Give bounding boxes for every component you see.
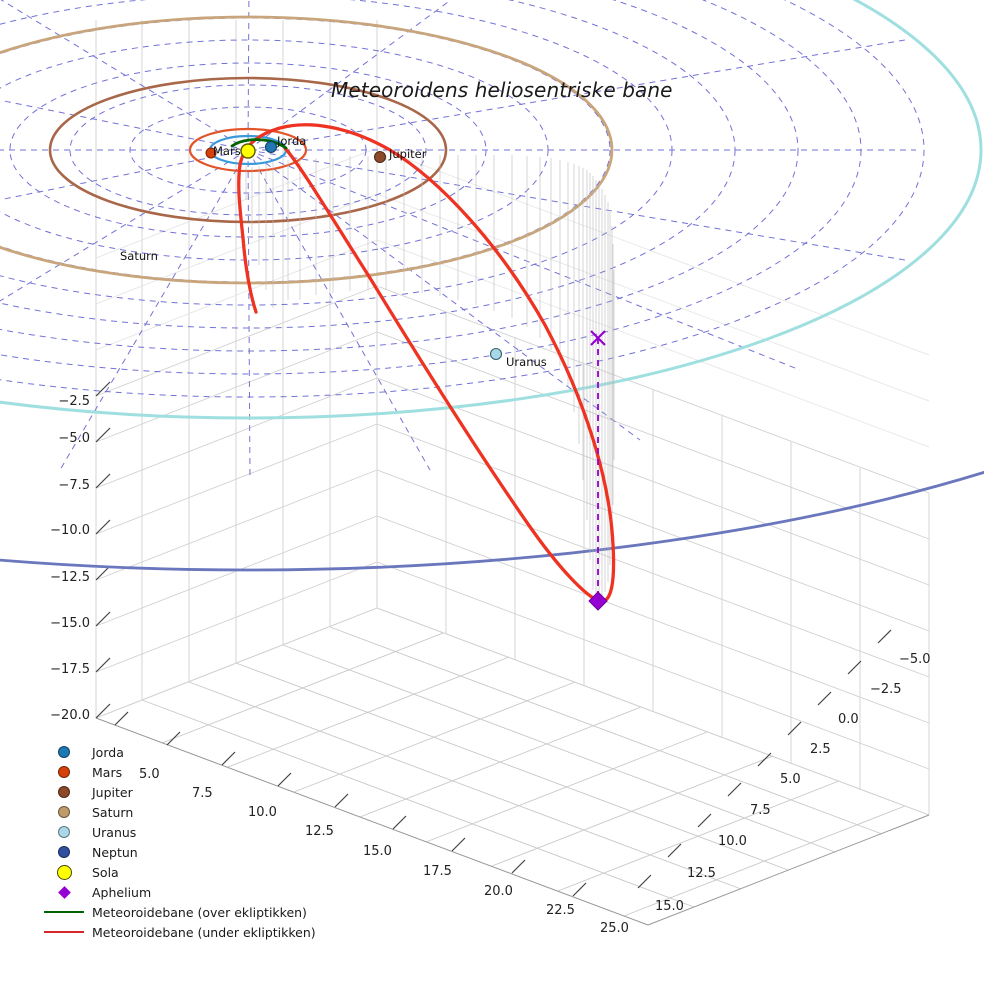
aphelion-dropline-group xyxy=(588,330,608,611)
orbit-uranus xyxy=(0,0,983,420)
aphelion-x-icon xyxy=(590,330,606,346)
y-tick-label: −2.5 xyxy=(870,682,902,697)
circle-marker-icon xyxy=(36,806,92,818)
x-tick-label: 5.0 xyxy=(139,767,160,782)
z-tick-label: −20.0 xyxy=(50,708,90,723)
meteoroid-track-above-ecliptic xyxy=(230,138,288,150)
y-tick-label: 5.0 xyxy=(780,772,801,787)
legend-item[interactable]: Uranus xyxy=(36,822,316,842)
legend-item[interactable]: Sola xyxy=(36,862,316,882)
upper-wall-grid xyxy=(95,147,930,448)
x-tick-label: 25.0 xyxy=(600,921,629,936)
legend-item[interactable]: Mars xyxy=(36,762,316,782)
z-tick-label: −12.5 xyxy=(50,570,90,585)
marker-jorda xyxy=(265,141,277,153)
z-tick-label: −10.0 xyxy=(50,523,90,538)
y-tick-label: 0.0 xyxy=(838,712,859,727)
marker-sola xyxy=(240,143,256,159)
legend-item-label: Meteoroidebane (under ekliptikken) xyxy=(92,924,316,940)
legend-item-label: Saturn xyxy=(92,804,134,820)
diamond-marker-icon xyxy=(36,885,92,899)
aphelion-diamond-marker xyxy=(588,591,608,611)
legend-item[interactable]: Jupiter xyxy=(36,782,316,802)
x-tick-label: 17.5 xyxy=(423,864,452,879)
left-wall-grid xyxy=(95,20,378,719)
marker-uranus xyxy=(489,347,503,361)
legend-item-label: Sola xyxy=(92,864,119,880)
legend-item[interactable]: Neptun xyxy=(36,842,316,862)
y-axis-ticks xyxy=(637,629,892,889)
circle-marker-icon xyxy=(36,826,92,838)
z-tick-label: −5.0 xyxy=(58,431,90,446)
legend-item[interactable]: Jorda xyxy=(36,742,316,762)
line-swatch-icon xyxy=(36,911,92,913)
ecliptic-polar-grid xyxy=(0,0,925,481)
right-wall-grid xyxy=(376,285,930,816)
x-tick-label: 10.0 xyxy=(248,805,277,820)
circle-marker-icon xyxy=(36,766,92,778)
legend-item[interactable]: Meteoroidebane (under ekliptikken) xyxy=(36,922,316,942)
x-tick-label: 7.5 xyxy=(192,786,213,801)
x-tick-label: 15.0 xyxy=(363,844,392,859)
legend-item-label: Meteoroidebane (over ekliptikken) xyxy=(92,904,307,920)
y-tick-label: 15.0 xyxy=(655,899,684,914)
meteoroid-track-below-ecliptic-branch xyxy=(241,236,258,314)
marker-mars xyxy=(205,147,217,159)
planet-label-saturn: Saturn xyxy=(120,249,158,263)
planet-label-uranus: Uranus xyxy=(506,355,547,369)
x-tick-label: 20.0 xyxy=(484,884,513,899)
legend-item-label: Jorda xyxy=(92,744,124,760)
orbit-jupiter xyxy=(48,76,448,224)
planet-label-mars: Mars xyxy=(213,144,241,158)
x-axis-ticks xyxy=(114,711,587,897)
axis-spines xyxy=(95,717,930,926)
z-tick-label: −7.5 xyxy=(58,478,90,493)
legend-item-label: Uranus xyxy=(92,824,137,840)
y-tick-label: 2.5 xyxy=(810,742,831,757)
circle-marker-icon xyxy=(36,746,92,758)
orbit-mars xyxy=(188,127,308,173)
legend: Jorda Mars Jupiter Saturn Uranus Neptun Sola Ap… xyxy=(36,742,316,942)
legend-item[interactable]: Aphelium xyxy=(36,882,316,902)
y-tick-label: 7.5 xyxy=(750,803,771,818)
legend-item-label: Neptun xyxy=(92,844,138,860)
legend-item[interactable]: Saturn xyxy=(36,802,316,822)
z-tick-label: −15.0 xyxy=(50,616,90,631)
planet-label-jupiter: Jupiter xyxy=(389,147,427,161)
legend-item[interactable]: Meteoroidebane (over ekliptikken) xyxy=(36,902,316,922)
planet-markers xyxy=(205,141,503,361)
meteoroid-droplines xyxy=(239,155,615,601)
y-tick-label: −5.0 xyxy=(899,652,931,667)
page-title: Meteoroidens heliosentriske bane xyxy=(331,78,673,102)
marker-jupiter xyxy=(374,151,386,163)
floor-grid xyxy=(95,607,930,926)
circle-marker-icon xyxy=(36,786,92,798)
orbit-neptun xyxy=(0,470,984,572)
legend-item-label: Mars xyxy=(92,764,123,780)
y-tick-label: 10.0 xyxy=(718,834,747,849)
z-tick-label: −2.5 xyxy=(58,394,90,409)
z-tick-label: −17.5 xyxy=(50,662,90,677)
x-tick-label: 22.5 xyxy=(546,903,575,918)
planet-label-jorda: Jorda xyxy=(277,134,307,148)
y-tick-label: 12.5 xyxy=(687,866,716,881)
legend-item-label: Jupiter xyxy=(92,784,133,800)
z-axis-ticks xyxy=(95,381,111,719)
sun-marker-icon xyxy=(36,864,92,880)
x-tick-label: 12.5 xyxy=(305,824,334,839)
legend-item-label: Aphelium xyxy=(92,884,152,900)
line-swatch-icon xyxy=(36,931,92,933)
meteoroid-track-below-ecliptic xyxy=(237,123,616,603)
circle-marker-icon xyxy=(36,846,92,858)
